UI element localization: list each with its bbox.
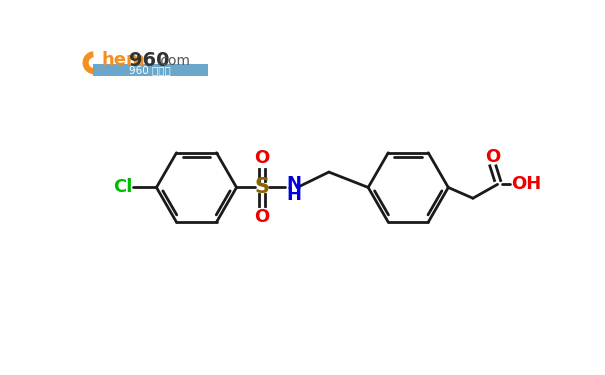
Text: O: O <box>485 148 500 166</box>
Bar <box>93 64 208 76</box>
Text: O: O <box>254 149 270 167</box>
Text: 960: 960 <box>129 51 170 70</box>
Text: O: O <box>254 208 270 226</box>
Bar <box>81 49 208 76</box>
Text: S: S <box>255 177 269 198</box>
Text: H: H <box>287 186 301 204</box>
Wedge shape <box>82 51 94 74</box>
Text: hem: hem <box>102 51 146 69</box>
Text: N: N <box>287 176 301 194</box>
Text: .com: .com <box>157 54 191 68</box>
Text: OH: OH <box>511 176 541 194</box>
Text: Cl: Cl <box>113 178 132 196</box>
Text: 960 化工网: 960 化工网 <box>129 65 171 75</box>
